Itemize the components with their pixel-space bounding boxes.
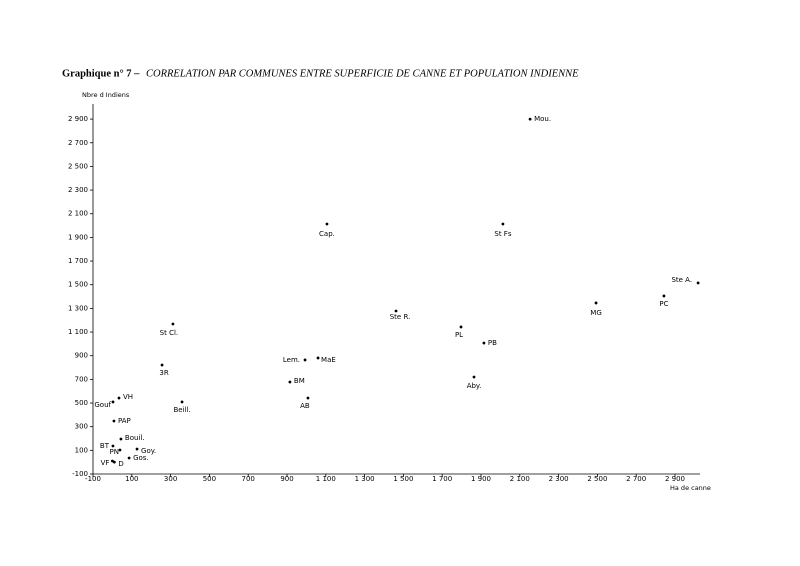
- point-label: PL: [455, 331, 463, 339]
- chart-title: Graphique n° 7 –: [62, 68, 140, 79]
- point-label: Ste R.: [390, 313, 411, 321]
- y-tick-label: 300: [75, 423, 88, 431]
- point: [117, 396, 121, 400]
- point: [171, 322, 175, 326]
- x-axis-label: Ha de canne: [670, 484, 711, 492]
- point-label: Lem.: [283, 356, 300, 364]
- point: [303, 358, 307, 362]
- point-label: PAP: [118, 417, 131, 425]
- point-label: Mou.: [534, 115, 551, 123]
- y-tick-label: -100: [72, 470, 88, 478]
- point: [501, 222, 505, 226]
- point: [119, 437, 123, 441]
- y-tick-label: 2 100: [68, 210, 88, 218]
- y-tick-label: 1 500: [68, 281, 88, 289]
- point-label: MaE: [321, 356, 336, 364]
- point-label: Cap.: [319, 230, 335, 238]
- x-tick-label: 1 700: [432, 475, 452, 483]
- x-tick-label: 2 900: [665, 475, 685, 483]
- point: [111, 400, 115, 404]
- point: [528, 117, 532, 121]
- x-tick-label: 2 100: [510, 475, 530, 483]
- point: [482, 341, 486, 345]
- point: [160, 363, 164, 367]
- point-label: BT: [100, 442, 110, 450]
- x-tick-label: 2 500: [587, 475, 607, 483]
- y-tick-label: 1 300: [68, 304, 88, 312]
- point-label: St Cl.: [160, 329, 178, 337]
- y-tick-label: 500: [75, 399, 88, 407]
- point: [316, 356, 320, 360]
- x-tick-label: 1 500: [393, 475, 413, 483]
- y-tick-label: 2 500: [68, 162, 88, 170]
- point-label: 3R: [159, 369, 168, 377]
- x-tick-label: 1 100: [316, 475, 336, 483]
- y-tick-label: 1 900: [68, 233, 88, 241]
- point-label: VF: [101, 459, 110, 467]
- point: [394, 309, 398, 313]
- point: [180, 400, 184, 404]
- point-label: Bouil.: [125, 434, 145, 442]
- point-label: PC: [659, 300, 668, 308]
- point-label: Gouf: [94, 401, 111, 409]
- x-tick-label: 1 300: [355, 475, 375, 483]
- point: [306, 396, 310, 400]
- y-tick-label: 1 100: [68, 328, 88, 336]
- x-tick-label: 500: [203, 475, 216, 483]
- y-tick-label: 900: [75, 352, 88, 360]
- point-label: VH: [123, 393, 133, 401]
- x-tick-label: 700: [242, 475, 255, 483]
- point: [459, 325, 463, 329]
- x-tick-label: -100: [85, 475, 101, 483]
- point: [112, 419, 116, 423]
- x-tick-label: 1 900: [471, 475, 491, 483]
- y-tick-label: 2 900: [68, 115, 88, 123]
- y-tick-label: 2 700: [68, 139, 88, 147]
- point-label: Gos.: [133, 454, 149, 462]
- y-tick-label: 1 700: [68, 257, 88, 265]
- y-tick-label: 2 300: [68, 186, 88, 194]
- point-label: Goy.: [141, 447, 156, 455]
- point-label: St Fs: [494, 230, 511, 238]
- y-tick-label: 700: [75, 375, 88, 383]
- point: [127, 456, 131, 460]
- point: [325, 222, 329, 226]
- point-label: MG: [590, 309, 601, 317]
- point-label: BM: [294, 377, 305, 385]
- x-tick-label: 2 700: [626, 475, 646, 483]
- point-label: Beill.: [173, 406, 190, 414]
- point: [472, 375, 476, 379]
- point-label: D: [118, 460, 123, 468]
- point-label: Aby.: [467, 382, 482, 390]
- point: [696, 281, 700, 285]
- point: [118, 448, 122, 452]
- point: [111, 444, 115, 448]
- point-label: PB: [488, 339, 497, 347]
- x-tick-label: 100: [125, 475, 138, 483]
- point: [112, 460, 116, 464]
- point: [662, 294, 666, 298]
- x-tick-label: 2 300: [549, 475, 569, 483]
- point: [135, 447, 139, 451]
- y-tick-label: 100: [75, 446, 88, 454]
- point: [288, 380, 292, 384]
- point-label: Ste A.: [671, 276, 692, 284]
- x-tick-label: 900: [280, 475, 293, 483]
- chart-subtitle: CORRELATION PAR COMMUNES ENTRE SUPERFICI…: [146, 68, 579, 79]
- x-tick-label: 300: [164, 475, 177, 483]
- point-label: AB: [300, 402, 310, 410]
- point-label: PN: [109, 448, 118, 456]
- point: [594, 301, 598, 305]
- y-axis-label: Nbre d Indiens: [82, 91, 130, 99]
